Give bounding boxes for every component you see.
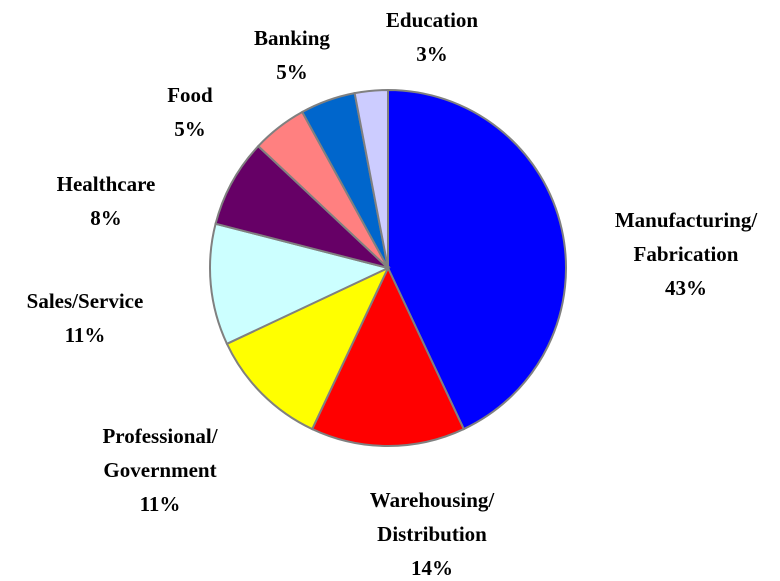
label-line: Professional/ <box>102 424 218 448</box>
label-line: Banking <box>254 26 330 50</box>
category-label: Banking <box>254 26 330 50</box>
value-label: 14% <box>411 556 453 580</box>
category-label: Manufacturing/Fabrication <box>615 208 759 266</box>
pie-slice <box>225 265 391 431</box>
label-line: Sales/Service <box>27 289 144 313</box>
pie-slice <box>310 265 466 447</box>
pie-slice <box>353 88 389 269</box>
label-line: Warehousing/ <box>370 488 496 512</box>
label-line: Distribution <box>377 522 487 546</box>
value-label: 5% <box>276 60 308 84</box>
pie-slice <box>209 222 391 346</box>
label-line: Manufacturing/ <box>615 208 759 232</box>
label-line: Food <box>167 83 213 107</box>
category-label: Healthcare <box>57 172 156 196</box>
category-label: Education <box>386 8 479 32</box>
category-label: Sales/Service <box>27 289 144 313</box>
label-line: Education <box>386 8 479 32</box>
category-label: Food <box>167 83 213 107</box>
label-line: Healthcare <box>57 172 156 196</box>
value-label: 11% <box>140 492 181 516</box>
category-label: Warehousing/Distribution <box>370 488 496 546</box>
label-line: Fabrication <box>634 242 739 266</box>
label-line: Government <box>103 458 216 482</box>
value-label: 43% <box>665 276 707 300</box>
pie-slice <box>214 144 389 269</box>
value-label: 3% <box>416 42 448 66</box>
value-label: 8% <box>90 206 122 230</box>
value-label: 5% <box>174 117 206 141</box>
value-label: 11% <box>65 323 106 347</box>
category-label: Professional/Government <box>102 424 218 482</box>
pie-slice <box>387 88 567 431</box>
